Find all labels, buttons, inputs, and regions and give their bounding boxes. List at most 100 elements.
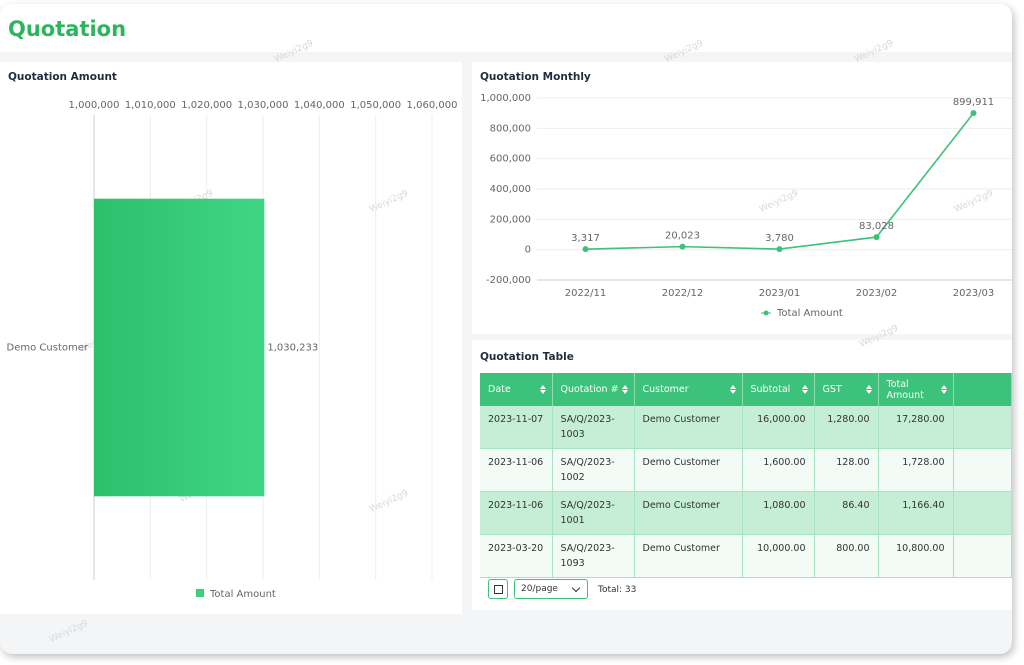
watermark: Weiyi2g9 <box>273 38 315 65</box>
column-header[interactable]: Subtotal <box>742 373 815 406</box>
y-tick-label: 0 <box>525 245 531 256</box>
table-row: 2023-11-06 SA/Q/2023-1001 Demo Customer 1,0… <box>480 491 1012 535</box>
table-cell: SA/Q/2023-1001 <box>552 491 635 535</box>
y-tick-label: 1,000,000 <box>480 93 531 104</box>
column-label: Customer <box>642 384 689 395</box>
table-cell: 1,080.00 <box>742 491 815 535</box>
table-cell: 128.00 <box>814 448 879 492</box>
point <box>679 243 686 250</box>
sort-icon <box>940 385 947 394</box>
watermark: Weiyi2g9 <box>663 38 705 65</box>
table-cell: 17,280.00 <box>878 406 954 449</box>
caret <box>571 583 581 593</box>
plot: 3,317 20,023 3,780 83,028 899,911 <box>571 97 994 253</box>
column-label: Quotation # <box>560 384 619 395</box>
x-tick-label: 1,030,000 <box>238 100 289 111</box>
x-tick-label: 2023/02 <box>856 288 898 299</box>
y-tick-label: -200,000 <box>486 275 531 286</box>
watermark: Weiyi2g9 <box>48 618 90 645</box>
table-cell: 2023-11-06 <box>480 491 553 535</box>
table-row: 2023-03-20 SA/Q/2023-1093 Demo Customer 10,… <box>480 534 1012 578</box>
column-label: Subtotal <box>750 384 791 395</box>
table-row: 2023-11-06 SA/Q/2023-1002 Demo Customer 1,6… <box>480 448 1012 492</box>
table-title: Quotation Table <box>480 351 574 363</box>
watermark: Weiyi2g9 <box>368 488 410 515</box>
column-label: Date <box>488 384 511 395</box>
table-cell: 2023-03-20 <box>480 534 553 578</box>
y-tick-label: 400,000 <box>490 184 531 195</box>
value-label: 899,911 <box>953 97 994 108</box>
header-row: Date Quotation # Customer Subtotal GST Total … <box>480 373 1012 406</box>
column-label: Total Amount <box>886 378 924 401</box>
watermark: Weiyi2g9 <box>758 188 800 215</box>
column-header[interactable]: GST <box>814 373 879 406</box>
x-tick-label: 2023/03 <box>953 288 995 299</box>
sort-icon <box>621 385 628 394</box>
table-cell: SA/Q/2023-1003 <box>552 406 635 449</box>
column-header[interactable]: Quotation # <box>552 373 635 406</box>
page-size: 20/page <box>521 584 558 594</box>
table-cell: 1,280.00 <box>814 406 879 449</box>
y-tick-label: 800,000 <box>490 123 531 134</box>
table-cell: Demo Customer <box>634 534 743 578</box>
x-tick-label: 1,040,000 <box>294 100 345 111</box>
legend-swatch <box>196 589 204 597</box>
sort-icon <box>539 385 546 394</box>
watermark: Weiyi2g9 <box>953 188 995 215</box>
sort-icon <box>801 385 808 394</box>
value-label: 3,780 <box>765 233 794 244</box>
sort-icon <box>865 385 872 394</box>
table-cell: Demo Customer <box>634 406 743 449</box>
column-header[interactable]: Customer <box>634 373 743 406</box>
value-label: 1,030,233 <box>267 343 318 354</box>
page-title: Quotation <box>8 17 126 41</box>
point <box>776 246 783 253</box>
table-cell: 10,000.00 <box>742 534 815 578</box>
x-tick-label: 2023/01 <box>759 288 801 299</box>
value-label: 20,023 <box>665 231 700 242</box>
legend-marker <box>763 310 769 316</box>
column-header[interactable]: Total Amount <box>878 373 954 406</box>
point <box>873 234 880 241</box>
table-cell: 2023-11-07 <box>480 406 553 449</box>
watermark: Weiyi2g9 <box>853 38 895 65</box>
table-cell: 800.00 <box>814 534 879 578</box>
table-cell: 86.40 <box>814 491 879 535</box>
quotation-table: Date Quotation # Customer Subtotal GST Total … <box>480 373 1012 578</box>
page-size-select[interactable]: 20/page <box>514 579 588 599</box>
total-count: Total: 33 <box>598 585 637 595</box>
legend-label: Total Amount <box>776 308 843 319</box>
line <box>585 112 975 250</box>
x-tick-label: 1,000,000 <box>69 100 120 111</box>
x-tick-label: 1,020,000 <box>181 100 232 111</box>
x-tick-label: 2022/12 <box>662 288 704 299</box>
value-label: 83,028 <box>859 221 894 232</box>
table-cell: 1,600.00 <box>742 448 815 492</box>
chart-title: Quotation Monthly <box>480 71 591 83</box>
table-cell: 16,000.00 <box>742 406 815 449</box>
y-tick-label: 600,000 <box>490 154 531 165</box>
watermark: Weiyi2g9 <box>368 188 410 215</box>
table-cell-empty <box>953 406 1012 449</box>
table-cell-empty <box>953 448 1012 492</box>
x-tick-label: 2022/11 <box>565 288 607 299</box>
column-header[interactable]: Date <box>480 373 553 406</box>
x-tick-label: 1,060,000 <box>407 100 458 111</box>
icon <box>494 585 503 594</box>
line-panel <box>472 62 1012 334</box>
y-tick-label: 200,000 <box>490 214 531 225</box>
x-tick-label: 1,050,000 <box>350 100 401 111</box>
bar <box>94 198 265 497</box>
value-label: 3,317 <box>571 233 600 244</box>
table-cell: SA/Q/2023-1002 <box>552 448 635 492</box>
watermark: Weiyi2g9 <box>858 323 900 350</box>
column-label: GST <box>822 384 842 395</box>
table-cell: Demo Customer <box>634 491 743 535</box>
column-toggle-button[interactable] <box>488 579 508 599</box>
point <box>582 246 589 253</box>
table-cell-empty <box>953 491 1012 535</box>
header-bar <box>0 4 1012 52</box>
column-header-empty <box>953 373 1012 406</box>
table-cell-empty <box>953 534 1012 578</box>
